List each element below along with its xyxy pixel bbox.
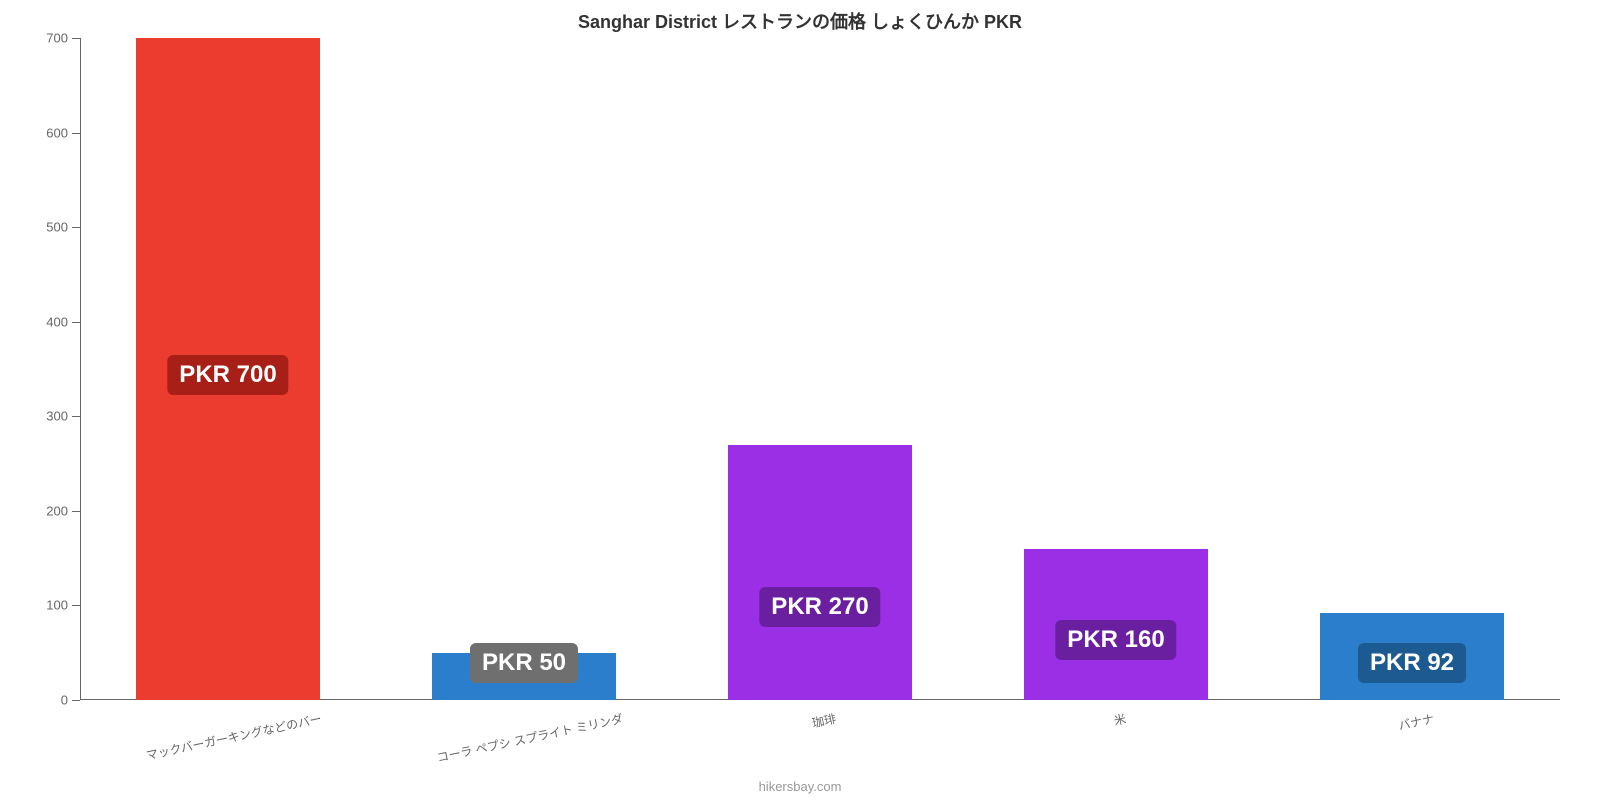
bar-chart: Sanghar District レストランの価格 しょくひんか PKR PKR… (0, 0, 1600, 800)
y-tick-label: 300 (46, 409, 80, 424)
x-category-label: 珈琲 (809, 700, 838, 731)
bar-value-label: PKR 700 (167, 355, 288, 395)
bar-value-label: PKR 50 (470, 643, 578, 683)
x-category-label: マックバーガーキングなどのバー (142, 700, 323, 764)
x-category-label: バナナ (1395, 700, 1436, 734)
y-tick-label: 400 (46, 314, 80, 329)
x-category-label: 米 (1110, 700, 1127, 729)
y-tick-label: 0 (61, 693, 80, 708)
x-category-label: コーラ ペプシ スプライト ミリンダ (433, 700, 624, 766)
y-tick-label: 500 (46, 220, 80, 235)
bar-value-label: PKR 270 (759, 587, 880, 627)
y-tick-label: 600 (46, 125, 80, 140)
y-tick-label: 100 (46, 598, 80, 613)
bar (728, 445, 912, 700)
bar-value-label: PKR 160 (1055, 620, 1176, 660)
y-tick-label: 700 (46, 31, 80, 46)
bars-container: PKR 700マックバーガーキングなどのバーPKR 50コーラ ペプシ スプライ… (80, 38, 1560, 700)
plot-area: PKR 700マックバーガーキングなどのバーPKR 50コーラ ペプシ スプライ… (80, 38, 1560, 700)
chart-title: Sanghar District レストランの価格 しょくひんか PKR (0, 0, 1600, 34)
bar-value-label: PKR 92 (1358, 643, 1466, 683)
y-tick-label: 200 (46, 503, 80, 518)
attribution: hikersbay.com (759, 779, 842, 794)
